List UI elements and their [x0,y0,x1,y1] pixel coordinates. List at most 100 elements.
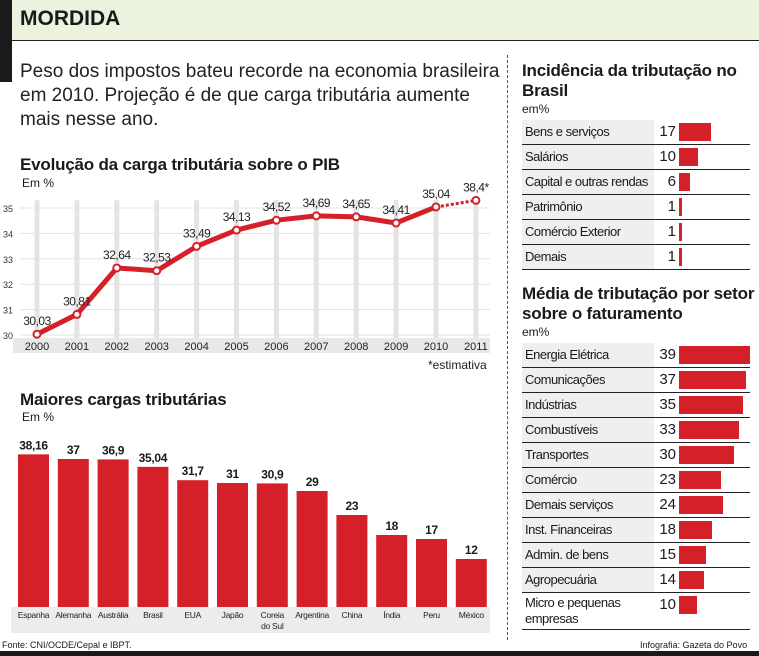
bar-value-label: 38,16 [19,438,48,452]
source-note: Fonte: CNI/OCDE/Cepal e IBPT. [2,640,132,650]
table-row: Micro e pequenas empresas 10 [522,593,750,630]
data-label: 34,52 [263,200,291,214]
row-label: Bens e serviços [522,120,654,144]
row-value: 33 [659,421,676,438]
row-bar [679,521,712,539]
row-bar [679,546,707,564]
sector-unit: em% [522,325,550,339]
row-bar [679,471,721,489]
data-point [271,215,281,225]
data-point [112,263,122,273]
table-row: Indústrias 35 [522,393,750,418]
bar [336,515,368,607]
header-band [0,0,759,41]
data-label: 30,03 [23,314,51,328]
bar-value-label: 31,7 [182,464,205,478]
category-label: Espanha [18,610,50,620]
bar [217,483,248,607]
data-point [232,225,241,235]
row-label: Combustíveis [522,418,654,442]
row-bar [679,596,698,614]
data-point [431,202,441,212]
data-label: 35,04 [422,187,450,201]
data-label: 34,13 [223,210,251,224]
bar [256,483,288,607]
bar [296,491,328,607]
x-tick-label: 2007 [304,341,328,353]
row-label: Patrimônio [522,195,654,219]
category-label: Peru [423,610,440,620]
data-point [192,241,202,251]
bar-value-label: 37 [67,443,80,457]
table-row: Agropecuária 14 [522,568,750,593]
table-row: Demais 1 [522,245,750,270]
row-value: 24 [659,496,676,513]
bar-value-label: 18 [385,519,398,533]
category-label: Brasil [143,610,163,620]
y-tick-label: 34 [3,229,13,239]
data-point [72,309,82,319]
incidence-title: Incidência da tributação no Brasil [522,61,737,100]
data-point [32,329,42,339]
row-value: 30 [659,446,676,463]
data-point [391,218,401,228]
line-chart-title: Evolução da carga tributária sobre o PIB [20,155,340,174]
data-point [152,266,162,276]
row-value: 6 [667,173,676,190]
bar-value-label: 17 [425,523,438,537]
row-label: Agropecuária [522,568,654,592]
row-bar [679,346,750,364]
category-label: Índia [383,610,401,620]
bar [18,454,49,607]
x-tick-label: 2001 [65,341,89,353]
category-label: EUA [184,610,201,620]
row-value: 1 [667,248,676,265]
lead-text: Peso dos impostos bateu recorde na econo… [20,61,500,130]
row-label: Transportes [522,443,654,467]
data-label: 32,53 [143,251,171,265]
row-value: 1 [667,223,676,240]
bar-value-label: 23 [346,499,359,513]
row-label: Inst. Financeiras [522,518,654,542]
row-bar [679,223,682,241]
table-row: Transportes 30 [522,443,750,468]
category-label: Alemanha [55,610,91,620]
line-chart: 30 31 32 33 34 35 2000 2001 2002 2003 2004 2005 2006… [3,180,490,353]
table-row: Salários 10 [522,145,750,170]
row-label: Indústrias [522,393,654,417]
bar [416,539,447,607]
table-row: Bens e serviços 17 [522,120,750,145]
y-tick-label: 33 [3,255,13,265]
header-title: MORDIDA [20,7,121,30]
row-label: Capital e outras rendas [522,170,654,194]
data-label: 33,49 [183,226,211,240]
data-label: 34,41 [382,203,410,217]
row-label: Demais serviços [522,493,654,517]
table-row: Admin. de bens 15 [522,543,750,568]
x-tick-label: 2006 [264,341,288,353]
x-tick-label: 2008 [344,341,368,353]
data-label: 38,4* [463,180,489,194]
row-label: Comércio [522,468,654,492]
y-tick-label: 35 [3,204,13,214]
data-label: 34,65 [342,197,370,211]
row-value: 18 [659,521,676,538]
bar-value-label: 12 [465,543,478,557]
bar [97,459,129,607]
x-tick-label: 2003 [144,341,168,353]
table-row: Patrimônio 1 [522,195,750,220]
category-label: Coreia [261,610,285,620]
category-band [11,607,490,633]
row-value: 15 [659,546,676,563]
line-chart-unit: Em % [22,176,55,190]
data-point [311,211,321,221]
row-bar [679,371,747,389]
bar-value-label: 29 [306,475,319,489]
row-bar [679,198,682,216]
row-value: 39 [659,346,676,363]
row-value: 17 [659,123,676,140]
row-bar [679,148,698,166]
incidence-unit: em% [522,102,550,116]
credit-note: Infografia: Gazeta do Povo [640,640,748,650]
